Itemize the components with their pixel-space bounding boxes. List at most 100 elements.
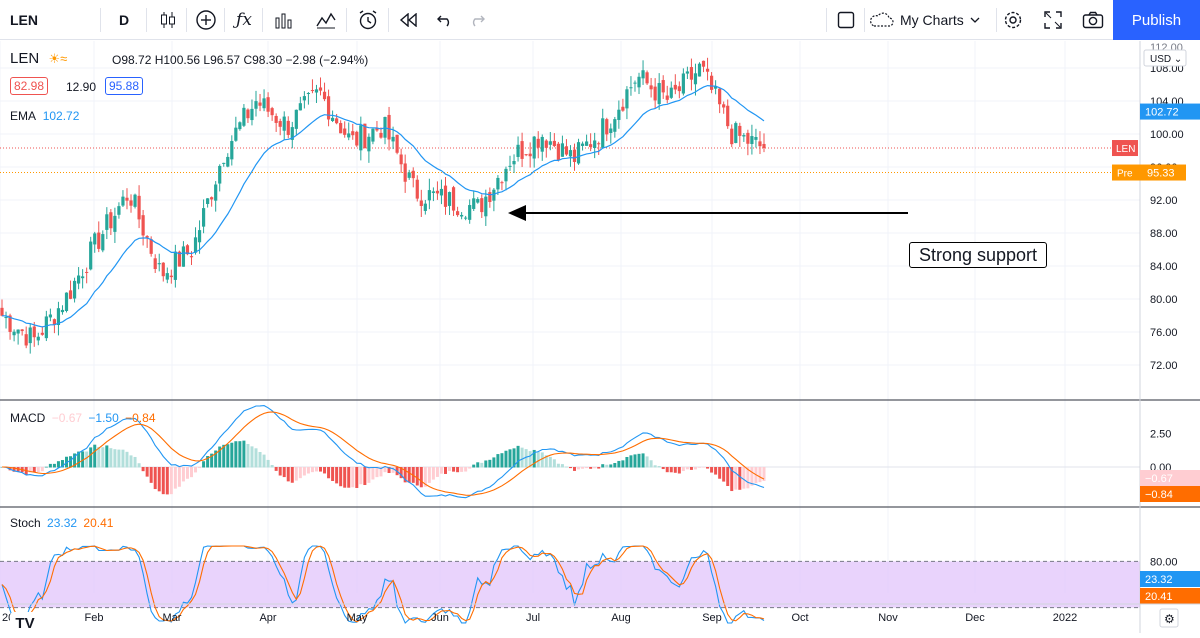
candle-body	[750, 136, 754, 144]
macd-hist-bar	[407, 467, 411, 483]
macd-hist-bar	[439, 467, 443, 474]
macd-hist-bar	[165, 467, 169, 495]
divider	[864, 8, 865, 32]
macd-hist-bar	[28, 467, 32, 473]
macd-hist-bar	[718, 467, 722, 479]
chart-area[interactable]: 112.00108.00104.00100.0096.0092.0088.008…	[0, 41, 1200, 634]
candle-body	[93, 233, 97, 245]
publish-button[interactable]: Publish	[1113, 0, 1200, 40]
tradingview-logo[interactable]: TV	[10, 612, 40, 634]
settings-gear-icon[interactable]	[998, 0, 1028, 40]
candle-body	[310, 90, 315, 92]
stoch-k-tag	[1140, 571, 1200, 587]
macd-hist-bar	[472, 464, 476, 468]
candle-body	[250, 108, 254, 121]
camera-icon[interactable]	[1078, 0, 1108, 40]
candle-body	[568, 150, 573, 157]
macd-hist-bar	[254, 448, 258, 468]
macd-label: MACD	[10, 411, 46, 425]
layout-square-icon[interactable]	[832, 0, 860, 40]
candle-body	[318, 87, 323, 91]
candle-body	[685, 71, 689, 74]
price-tick: 84.00	[1150, 261, 1178, 273]
macd-hist-bar	[294, 467, 298, 481]
divider	[224, 8, 225, 32]
candle-body	[85, 271, 89, 273]
compare-add-icon[interactable]	[190, 0, 222, 40]
macd-hist-bar	[32, 467, 36, 473]
price-chart[interactable]: 112.00108.00104.00100.0096.0092.0088.008…	[0, 41, 1200, 633]
macd-hist-bar	[226, 444, 230, 468]
ema-price-tag-text: 102.72	[1145, 107, 1179, 119]
macd-hist-bar	[552, 459, 556, 468]
candle-body	[379, 132, 383, 138]
candle-body	[532, 136, 536, 159]
macd-hist-bar	[12, 467, 16, 472]
macd-hist-bar	[323, 467, 327, 474]
candle-body	[8, 315, 12, 332]
candle-body	[266, 97, 270, 112]
fullscreen-icon[interactable]	[1038, 0, 1068, 40]
candle-body	[468, 205, 472, 220]
macd-hist-bar	[762, 467, 766, 481]
candle-body	[40, 332, 44, 335]
candle-body	[278, 121, 282, 127]
line-chart-icon[interactable]	[310, 0, 342, 40]
candle-body	[149, 239, 153, 254]
macd-hist-bar	[504, 450, 508, 468]
macd-hist-bar	[109, 448, 113, 468]
macd-hist-bar	[621, 460, 625, 468]
candle-body	[16, 329, 20, 334]
macd-hist-bar	[36, 467, 40, 473]
macd-hist-bar	[633, 454, 637, 468]
undo-icon[interactable]	[430, 0, 460, 40]
macd-hist-bar	[56, 461, 60, 468]
macd-hist-bar	[202, 461, 206, 468]
candle-body	[214, 184, 218, 201]
symbol-search[interactable]: LEN	[4, 0, 106, 40]
macd-hist-bar	[117, 449, 121, 468]
candle-body	[520, 141, 524, 159]
interval-button[interactable]: D	[108, 0, 140, 40]
my-charts-button[interactable]: My Charts	[868, 0, 994, 40]
replay-icon[interactable]	[392, 0, 424, 40]
macd-hist-bar	[363, 467, 367, 486]
price-tick: 88.00	[1150, 228, 1178, 240]
macd-hist-bar	[681, 467, 685, 472]
currency-selector	[1143, 49, 1187, 67]
macd-hist-bar	[133, 456, 137, 468]
candle-body	[68, 290, 73, 299]
candles-icon[interactable]	[152, 0, 184, 40]
candle-body	[681, 73, 685, 94]
macd-hist-bar	[460, 467, 464, 472]
last-symbol-tag-text: LEN	[1116, 144, 1135, 155]
bb-upper-badge: 95.88	[105, 77, 144, 95]
candle-body	[230, 141, 234, 160]
candle-body	[593, 140, 597, 149]
macd-hist-bar	[605, 464, 609, 468]
macd-hist-bar	[577, 467, 581, 470]
templates-icon[interactable]	[268, 0, 300, 40]
candle-body	[560, 143, 565, 157]
macd-hist-bar	[629, 455, 633, 468]
candle-body	[601, 118, 605, 148]
candle-body	[28, 327, 32, 344]
candle-body	[24, 334, 28, 346]
macd-hist-bar	[125, 451, 129, 468]
divider	[388, 8, 389, 32]
candle-body	[738, 125, 742, 136]
macd-signal-tag-text: −0.84	[1145, 489, 1173, 501]
candle-body	[314, 89, 319, 93]
macd-hist-bar	[617, 460, 621, 468]
candle-body	[435, 190, 440, 194]
ema-value: 102.72	[42, 109, 80, 123]
candle-body	[4, 317, 8, 319]
macd-hist-bar	[581, 467, 585, 469]
time-tick: Oct	[791, 612, 808, 624]
redo-icon[interactable]	[462, 0, 492, 40]
stoch-d-value: 20.41	[83, 516, 114, 530]
macd-hist-bar	[669, 467, 673, 473]
indicators-icon[interactable]: ƒx	[236, 10, 252, 30]
alert-clock-icon[interactable]	[352, 0, 384, 40]
macd-hist-bar	[657, 466, 661, 468]
